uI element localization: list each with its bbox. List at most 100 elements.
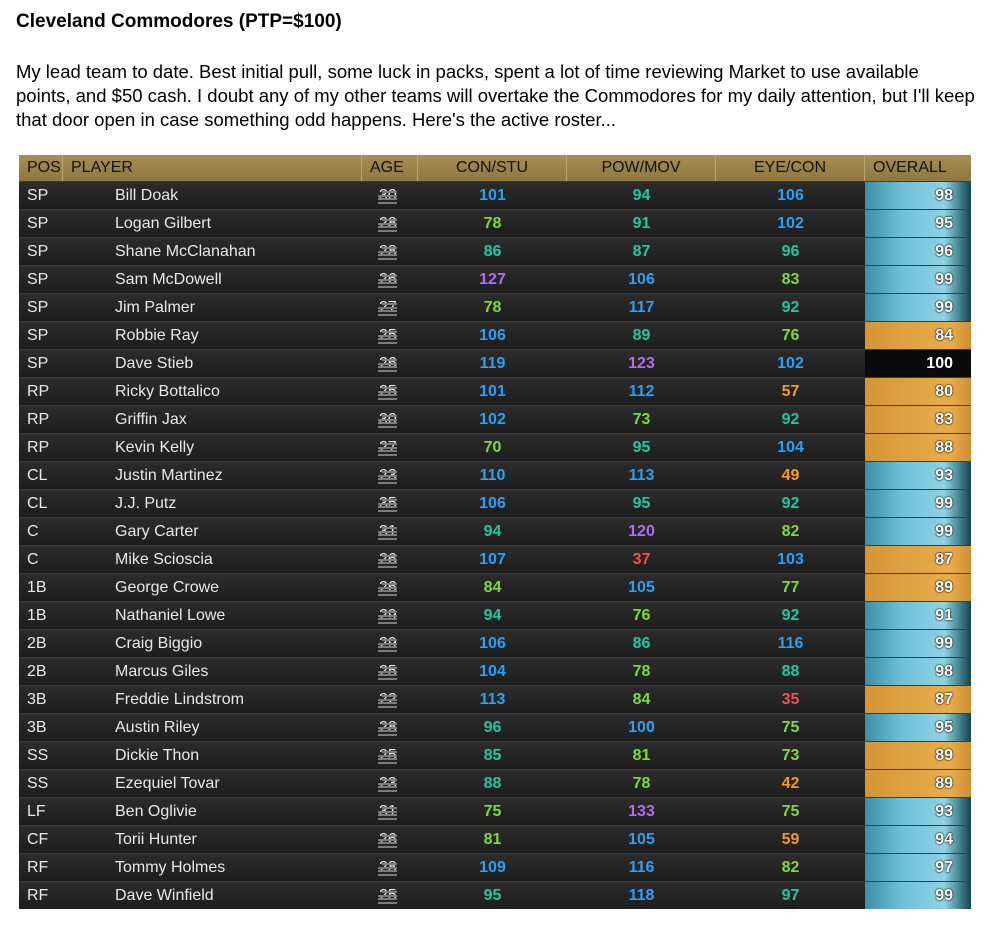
player-eye-con: 77	[781, 578, 800, 596]
player-name[interactable]: Logan Gilbert	[63, 210, 397, 237]
player-row[interactable]: C Mike Scioscia 26 107 37 103 87	[19, 545, 971, 573]
player-name[interactable]: Ben Oglivie	[63, 798, 397, 825]
header-age[interactable]: AGE	[362, 155, 418, 181]
player-row[interactable]: 1B George Crowe 26 84 105 77 89	[19, 573, 971, 601]
hamburger-menu-icon[interactable]	[378, 611, 397, 624]
player-eye-con: 96	[781, 242, 800, 260]
player-name[interactable]: Austin Riley	[63, 714, 397, 741]
player-pow-mov: 105	[628, 578, 655, 596]
player-eye-con: 73	[781, 746, 800, 764]
player-row[interactable]: 2B Marcus Giles 25 104 78 88 98	[19, 657, 971, 685]
player-con-stu: 95	[483, 886, 502, 904]
header-con-stu[interactable]: CON/STU	[418, 155, 567, 181]
player-row[interactable]: RP Ricky Bottalico 25 101 112 57 80	[19, 377, 971, 405]
hamburger-menu-icon[interactable]	[378, 359, 397, 372]
hamburger-menu-icon[interactable]	[378, 779, 397, 792]
player-eye-con: 88	[781, 662, 800, 680]
hamburger-menu-icon[interactable]	[378, 387, 397, 400]
player-name[interactable]: Mike Scioscia	[63, 546, 397, 573]
hamburger-menu-icon[interactable]	[378, 191, 397, 204]
hamburger-menu-icon[interactable]	[378, 303, 397, 316]
player-row[interactable]: CL J.J. Putz 35 106 95 92 99	[19, 489, 971, 517]
player-pos: RF	[27, 858, 49, 876]
player-name[interactable]: Justin Martinez	[63, 462, 397, 489]
player-row[interactable]: SP Shane McClanahan 28 86 87 96 96	[19, 237, 971, 265]
hamburger-menu-icon[interactable]	[378, 331, 397, 344]
hamburger-menu-icon[interactable]	[378, 555, 397, 568]
player-row[interactable]: SP Dave Stieb 26 119 123 102 100	[19, 349, 971, 377]
player-pow-mov: 112	[628, 382, 655, 400]
player-name[interactable]: Craig Biggio	[63, 630, 397, 657]
header-overall[interactable]: OVERALL	[873, 159, 947, 176]
player-name[interactable]: Kevin Kelly	[63, 434, 397, 461]
player-name-label: Shane McClanahan	[115, 242, 256, 260]
player-row[interactable]: SP Logan Gilbert 28 78 91 102 95	[19, 209, 971, 237]
player-name[interactable]: Robbie Ray	[63, 322, 397, 349]
player-name[interactable]: Dave Winfield	[63, 882, 397, 909]
player-row[interactable]: SP Jim Palmer 27 78 117 92 99	[19, 293, 971, 321]
header-pos[interactable]: POS	[19, 155, 63, 181]
hamburger-menu-icon[interactable]	[378, 835, 397, 848]
hamburger-menu-icon[interactable]	[378, 695, 397, 708]
player-name[interactable]: Gary Carter	[63, 518, 397, 545]
hamburger-menu-icon[interactable]	[378, 751, 397, 764]
player-name[interactable]: Torii Hunter	[63, 826, 397, 853]
hamburger-menu-icon[interactable]	[378, 247, 397, 260]
player-name[interactable]: Ricky Bottalico	[63, 378, 397, 405]
hamburger-menu-icon[interactable]	[378, 723, 397, 736]
player-row[interactable]: SP Robbie Ray 25 106 89 76 84	[19, 321, 971, 349]
player-row[interactable]: LF Ben Oglivie 31 75 133 75 93	[19, 797, 971, 825]
player-name[interactable]: George Crowe	[63, 574, 397, 601]
player-row[interactable]: SS Ezequiel Tovar 23 88 78 42 89	[19, 769, 971, 797]
hamburger-menu-icon[interactable]	[378, 667, 397, 680]
player-row[interactable]: SP Sam McDowell 26 127 106 83 99	[19, 265, 971, 293]
player-row[interactable]: SS Dickie Thon 25 85 81 73 89	[19, 741, 971, 769]
player-name[interactable]: Dickie Thon	[63, 742, 397, 769]
hamburger-menu-icon[interactable]	[378, 443, 397, 456]
header-player[interactable]: PLAYER	[63, 155, 362, 181]
player-name[interactable]: Griffin Jax	[63, 406, 397, 433]
player-name[interactable]: Bill Doak	[63, 182, 397, 209]
player-row[interactable]: RF Tommy Holmes 28 109 116 82 97	[19, 853, 971, 881]
player-pos: RP	[27, 382, 50, 400]
hamburger-menu-icon[interactable]	[378, 275, 397, 288]
player-row[interactable]: RP Griffin Jax 30 102 73 92 83	[19, 405, 971, 433]
hamburger-menu-icon[interactable]	[378, 639, 397, 652]
header-eye-con[interactable]: EYE/CON	[716, 155, 865, 181]
player-row[interactable]: CL Justin Martinez 23 110 113 49 93	[19, 461, 971, 489]
hamburger-menu-icon[interactable]	[378, 219, 397, 232]
player-name[interactable]: Dave Stieb	[63, 350, 397, 377]
player-row[interactable]: CF Torii Hunter 26 81 105 59 94	[19, 825, 971, 853]
player-row[interactable]: RP Kevin Kelly 27 70 95 104 88	[19, 433, 971, 461]
player-name[interactable]: Freddie Lindstrom	[63, 686, 397, 713]
player-row[interactable]: SP Bill Doak 30 101 94 106 98	[19, 181, 971, 209]
player-name[interactable]: Shane McClanahan	[63, 238, 397, 265]
player-overall: 95	[865, 210, 971, 237]
player-name[interactable]: J.J. Putz	[63, 490, 397, 517]
player-row[interactable]: 3B Freddie Lindstrom 22 113 84 35 87	[19, 685, 971, 713]
player-row[interactable]: RF Dave Winfield 25 95 118 97 99	[19, 881, 971, 909]
hamburger-menu-icon[interactable]	[378, 527, 397, 540]
hamburger-menu-icon[interactable]	[378, 807, 397, 820]
player-con-stu: 85	[483, 746, 502, 764]
player-name[interactable]: Marcus Giles	[63, 658, 397, 685]
player-row[interactable]: C Gary Carter 31 94 120 82 99	[19, 517, 971, 545]
player-name[interactable]: Nathaniel Lowe	[63, 602, 397, 629]
hamburger-menu-icon[interactable]	[378, 583, 397, 596]
player-name[interactable]: Jim Palmer	[63, 294, 397, 321]
hamburger-menu-icon[interactable]	[378, 863, 397, 876]
hamburger-menu-icon[interactable]	[378, 499, 397, 512]
player-row[interactable]: 3B Austin Riley 28 96 100 75 95	[19, 713, 971, 741]
player-row[interactable]: 1B Nathaniel Lowe 29 94 76 92 91	[19, 601, 971, 629]
hamburger-menu-icon[interactable]	[378, 471, 397, 484]
hamburger-menu-icon[interactable]	[378, 415, 397, 428]
player-name[interactable]: Tommy Holmes	[63, 854, 397, 881]
hamburger-menu-icon[interactable]	[378, 891, 397, 904]
header-pow-mov[interactable]: POW/MOV	[567, 155, 716, 181]
player-name[interactable]: Ezequiel Tovar	[63, 770, 397, 797]
player-con-stu: 113	[479, 690, 506, 708]
player-name[interactable]: Sam McDowell	[63, 266, 397, 293]
player-con-stu: 94	[483, 606, 502, 624]
player-row[interactable]: 2B Craig Biggio 29 106 86 116 99	[19, 629, 971, 657]
player-pow-mov: 87	[632, 242, 651, 260]
